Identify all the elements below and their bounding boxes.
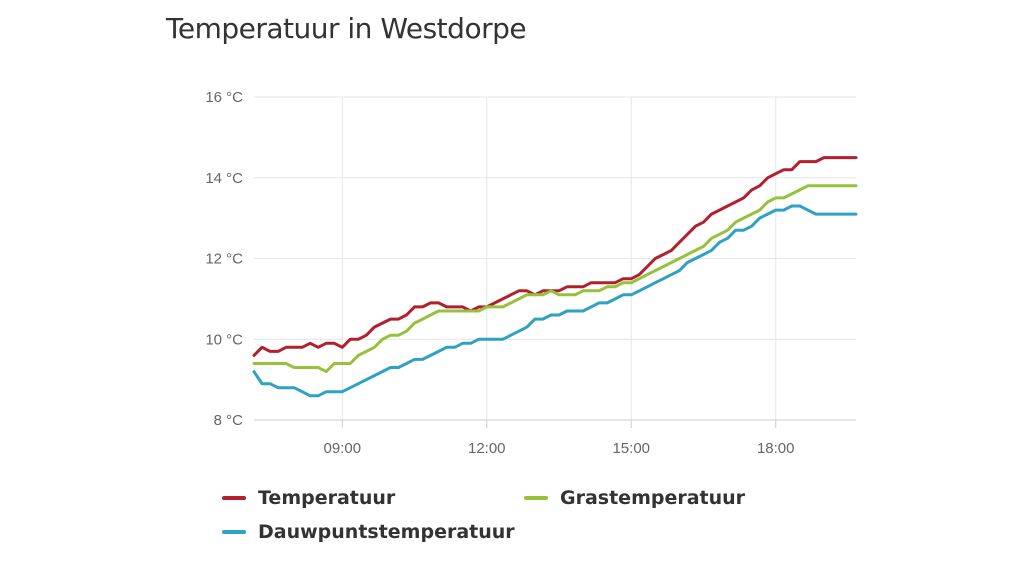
legend-label-dauwpuntstemperatuur: Dauwpuntstemperatuur (258, 521, 515, 543)
y-tick-label: 8 °C (214, 412, 244, 429)
x-tick-label: 12:00 (468, 440, 506, 457)
legend-label-grastemperatuur: Grastemperatuur (560, 487, 746, 509)
tick-labels: 8 °C 10 °C 12 °C 14 °C 16 °C 09:00 12:00 15:00 1… (205, 89, 794, 457)
chart-title: Temperatuur in Westdorpe (166, 12, 527, 45)
grid-lines (254, 96, 856, 421)
series-line-dauwpuntstemperatuur[interactable] (252, 204, 858, 398)
y-tick-label: 10 °C (205, 331, 243, 348)
axes (254, 419, 856, 428)
x-tick-label: 15:00 (612, 440, 650, 457)
legend-swatch-grastemperatuur (524, 496, 548, 500)
y-tick-label: 16 °C (205, 89, 243, 106)
series-line-grastemperatuur[interactable] (252, 184, 858, 374)
chart-legend: Temperatuur Grastemperatuur Dauwpuntstem… (222, 487, 782, 543)
legend-item-temperatuur[interactable]: Temperatuur (222, 487, 524, 509)
x-tick-label: 09:00 (324, 440, 362, 457)
y-tick-label: 12 °C (205, 251, 243, 268)
legend-item-grastemperatuur[interactable]: Grastemperatuur (524, 487, 782, 509)
legend-swatch-dauwpuntstemperatuur (222, 530, 246, 534)
legend-item-dauwpuntstemperatuur[interactable]: Dauwpuntstemperatuur (222, 521, 524, 543)
x-tick-label: 18:00 (757, 440, 795, 457)
series-lines (252, 156, 858, 398)
series-line-temperatuur[interactable] (252, 156, 858, 357)
y-tick-label: 14 °C (205, 170, 243, 187)
legend-label-temperatuur: Temperatuur (258, 487, 396, 509)
legend-swatch-temperatuur (222, 496, 246, 500)
